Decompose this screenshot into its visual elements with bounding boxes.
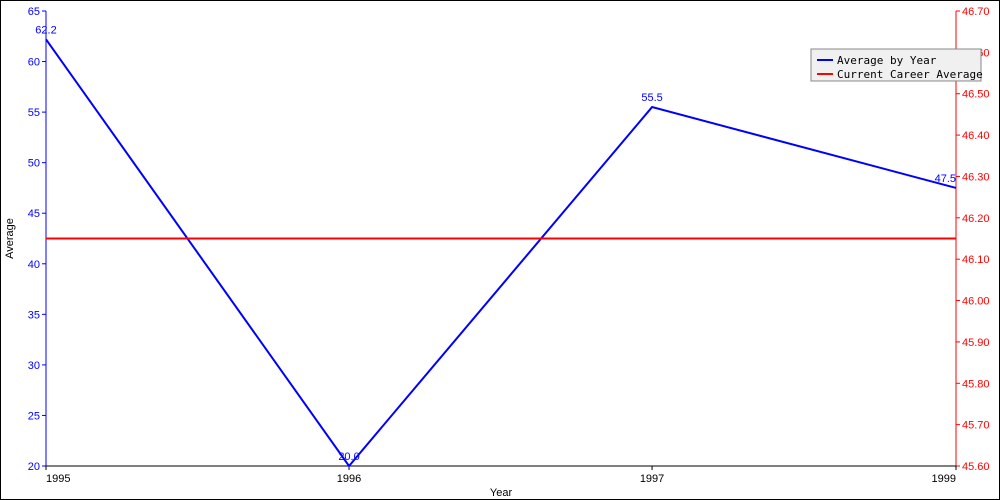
y-left-tick-label: 50: [28, 158, 40, 170]
chart-svg: 20 25 30 35 40 45 50 55 60 65 Average 45.60 45.70 45.…: [1, 1, 999, 499]
x-tick-label: 1995: [46, 473, 70, 485]
data-point-label: 62.2: [35, 24, 56, 36]
x-tick-label: 1999: [932, 473, 956, 485]
y-left-tick-label: 25: [28, 410, 40, 422]
x-tick-label: 1996: [337, 473, 361, 485]
y-right-tick-label: 46.50: [962, 89, 990, 101]
y-left-tick-label: 30: [28, 360, 40, 372]
y-axis-left-label: Average: [4, 218, 16, 259]
x-tick-label: 1997: [640, 473, 664, 485]
y-right-tick-label: 46.10: [962, 254, 990, 266]
y-left-tick-label: 55: [28, 107, 40, 119]
y-right-tick-label: 45.80: [962, 378, 990, 390]
y-right-tick-label: 46.30: [962, 171, 990, 183]
y-right-tick-label: 45.60: [962, 461, 990, 473]
y-right-tick-label: 46.70: [962, 6, 990, 18]
y-left-tick-label: 40: [28, 259, 40, 271]
y-right-tick-label: 45.70: [962, 420, 990, 432]
y-right-tick-label: 45.90: [962, 337, 990, 349]
y-right-tick-label: 46.00: [962, 296, 990, 308]
y-left-tick-label: 20: [28, 461, 40, 473]
y-left-tick-label: 65: [28, 6, 40, 18]
y-right-tick-label: 46.40: [962, 130, 990, 142]
x-axis-label: Year: [490, 487, 513, 499]
y-left-tick-label: 45: [28, 208, 40, 220]
chart-container: 20 25 30 35 40 45 50 55 60 65 Average 45.60 45.70 45.…: [0, 0, 1000, 500]
legend-label: Average by Year: [837, 54, 937, 67]
data-point-label: 55.5: [641, 92, 662, 104]
y-left-tick-label: 35: [28, 309, 40, 321]
y-left-tick-label: 60: [28, 57, 40, 69]
legend-label: Current Career Average: [837, 68, 983, 81]
data-point-label: 47.5: [935, 173, 956, 185]
data-point-label: 20.0: [338, 451, 359, 463]
y-right-tick-label: 46.20: [962, 213, 990, 225]
